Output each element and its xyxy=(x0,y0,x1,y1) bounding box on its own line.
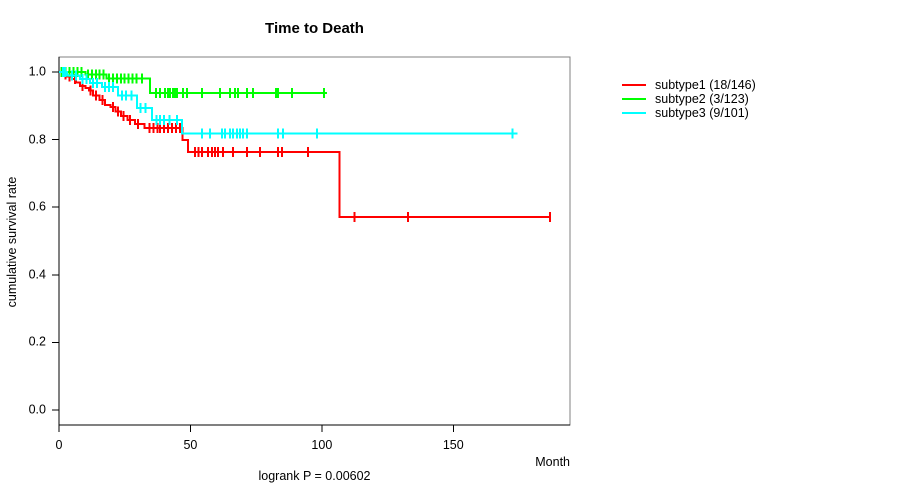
legend-label-subtype3: subtype3 (9/101) xyxy=(655,106,749,120)
legend-label-subtype1: subtype1 (18/146) xyxy=(655,78,756,92)
x-tick-label: 100 xyxy=(311,438,333,452)
legend-label-subtype2: subtype2 (3/123) xyxy=(655,92,749,106)
y-tick-label: 0.6 xyxy=(28,199,46,214)
legend-item-subtype2: subtype2 (3/123) xyxy=(622,92,756,106)
legend-item-subtype1: subtype1 (18/146) xyxy=(622,78,756,92)
y-tick-label: 0.8 xyxy=(28,132,46,147)
y-tick-label: 0.4 xyxy=(28,267,46,282)
y-tick-label: 1.0 xyxy=(28,64,46,79)
survival-curve-2 xyxy=(59,71,328,94)
x-tick-label: 50 xyxy=(183,438,198,452)
chart-title: Time to Death xyxy=(265,20,364,37)
x-tick-label: 150 xyxy=(442,438,464,452)
legend-item-subtype3: subtype3 (9/101) xyxy=(622,106,756,120)
x-tick-label: 0 xyxy=(55,438,63,452)
y-tick-label: 0.0 xyxy=(28,402,46,417)
legend: subtype1 (18/146) subtype2 (3/123) subty… xyxy=(622,78,756,120)
plot-box xyxy=(58,56,571,426)
x-axis-title: Month xyxy=(535,455,570,469)
legend-line-swatch-cyan xyxy=(622,112,646,114)
legend-line-swatch-green xyxy=(622,98,646,100)
logrank-annotation: logrank P = 0.00602 xyxy=(258,469,371,483)
legend-line-swatch-red xyxy=(622,84,646,86)
y-tick-label: 0.2 xyxy=(28,334,46,349)
